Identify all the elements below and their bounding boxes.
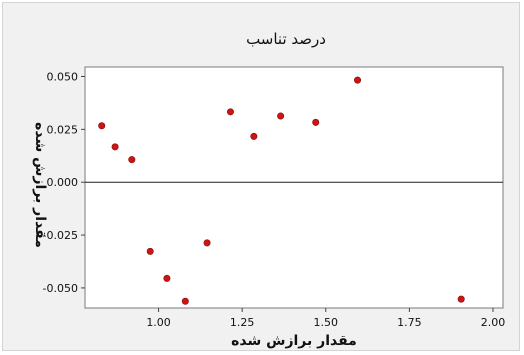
- data-point-4: [146, 247, 154, 255]
- data-point-7: [203, 239, 211, 247]
- data-point-11: [312, 118, 320, 126]
- y-tick-label: 0.050: [47, 71, 79, 84]
- x-tick-label: 1.50: [314, 316, 339, 329]
- data-point-6: [181, 297, 189, 305]
- x-axis-label: مقدار برازش شده: [231, 333, 357, 349]
- chart-title: درصد تناسب: [246, 30, 326, 48]
- data-point-9: [250, 132, 258, 140]
- y-axis-label: مقدار برازش شده: [32, 122, 48, 248]
- y-tick-label: 0.000: [47, 176, 79, 189]
- data-point-5: [163, 274, 171, 282]
- plot-area: [84, 66, 504, 309]
- data-point-2: [111, 143, 119, 151]
- data-point-10: [277, 112, 285, 120]
- data-point-8: [226, 108, 234, 116]
- x-tick-label: 1.00: [146, 316, 171, 329]
- x-tick-label: 2.00: [481, 316, 506, 329]
- data-point-3: [128, 156, 136, 164]
- x-tick-label: 1.75: [397, 316, 422, 329]
- y-axis: 0.050 0.025 0.000 -0.025 -0.050: [43, 71, 85, 295]
- x-tick-label: 1.25: [230, 316, 255, 329]
- data-point-13: [457, 295, 465, 303]
- y-tick-label: 0.025: [47, 123, 79, 136]
- x-axis: 1.00 1.25 1.50 1.75 2.00: [146, 308, 505, 329]
- y-tick-label: -0.025: [43, 229, 78, 242]
- data-points: [98, 76, 465, 305]
- data-point-1: [98, 122, 106, 130]
- data-point-12: [354, 76, 362, 84]
- y-tick-label: -0.050: [43, 282, 78, 295]
